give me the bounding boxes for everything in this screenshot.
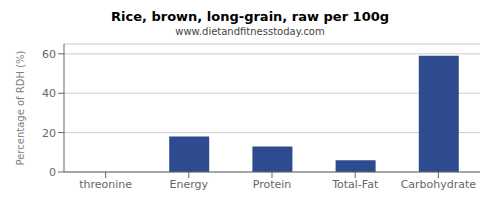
html-text:www.dietandfitnesstoday.com: www.dietandfitnesstoday.com xyxy=(175,26,325,37)
svg-text:threonine: threonine xyxy=(79,178,132,191)
html-text:Rice, brown, long-grain, raw p: Rice, brown, long-grain, raw per 100g xyxy=(111,9,389,24)
svg-text:20: 20 xyxy=(42,127,56,140)
svg-text:Carbohydrate: Carbohydrate xyxy=(401,178,477,191)
svg-text:Protein: Protein xyxy=(253,178,292,191)
svg-text:Percentage of RDH (%): Percentage of RDH (%) xyxy=(15,50,26,165)
svg-text:Total-Fat: Total-Fat xyxy=(331,178,379,191)
svg-text:0: 0 xyxy=(49,166,56,179)
svg-text:40: 40 xyxy=(42,87,56,100)
svg-text:Energy: Energy xyxy=(170,178,209,191)
svg-text:60: 60 xyxy=(42,48,56,61)
